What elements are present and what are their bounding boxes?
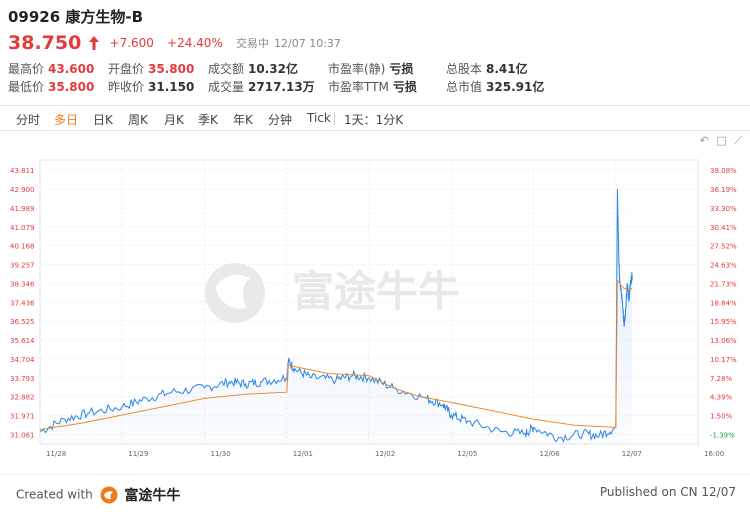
y-tick-label-left: 35.614 bbox=[10, 337, 35, 345]
tab-yearly-k[interactable]: 年K bbox=[233, 113, 253, 127]
current-price: 38.750 bbox=[8, 32, 82, 54]
y-axis-right: 39.08% 36.19% 33.30% 30.41% 27.52% 24.63% 21.7… bbox=[710, 167, 737, 439]
y-axis-left: 43.811 42.900 41.989 41.079 40.168 39.257 38.3… bbox=[10, 167, 35, 439]
footer: Created with 富途牛牛 Published on CN 12/07 bbox=[0, 474, 750, 512]
y-tick-label-right: 24.63% bbox=[710, 262, 737, 270]
y-tick-label-left: 41.079 bbox=[10, 224, 35, 232]
quote-header: 09926 康方生物-B 38.750 +7.600 +24.40% 交易中 1… bbox=[8, 6, 742, 94]
stock-name: 康方生物-B bbox=[65, 8, 144, 26]
y-tick-label-left: 31.971 bbox=[10, 413, 35, 421]
quote-datetime: 12/07 10:37 bbox=[274, 36, 341, 50]
y-tick-label-left: 42.900 bbox=[10, 186, 35, 194]
y-tick-label-left: 36.525 bbox=[10, 318, 35, 326]
stock-code: 09926 bbox=[8, 8, 61, 26]
x-tick-label: 12/02 bbox=[375, 450, 395, 458]
y-tick-label-left: 37.436 bbox=[10, 299, 35, 307]
watermark-text: 富途牛牛 bbox=[292, 267, 460, 316]
watermark: 富途牛牛 bbox=[205, 263, 460, 323]
y-tick-label-right: 36.19% bbox=[710, 186, 737, 194]
y-tick-label-left: 34.704 bbox=[10, 356, 35, 364]
y-tick-label-right: 39.08% bbox=[710, 167, 737, 175]
y-tick-label-right: 15.95% bbox=[710, 318, 737, 326]
y-tick-label-left: 31.061 bbox=[10, 431, 35, 439]
stat-low: 最低价 35.800 bbox=[8, 80, 95, 94]
y-tick-label-right: 13.06% bbox=[710, 337, 737, 345]
undo-icon[interactable]: ↶ bbox=[699, 134, 709, 147]
x-axis: 11/28 11/29 11/30 12/01 12/02 12/05 12/06 12/07… bbox=[46, 450, 724, 458]
chart-marks bbox=[39, 188, 633, 444]
line-tool-icon[interactable]: ⟋ bbox=[734, 134, 742, 147]
tab-multi-day[interactable]: 多日 bbox=[54, 113, 79, 127]
stock-title: 09926 康方生物-B bbox=[8, 6, 742, 28]
stat-prev-close: 昨收价 31.150 bbox=[108, 80, 195, 94]
interval-selector[interactable]: 1天：1分K bbox=[344, 113, 404, 127]
price-row: 38.750 +7.600 +24.40% 交易中 12/07 10:37 bbox=[8, 32, 341, 56]
price-change: +7.600 bbox=[109, 36, 154, 50]
up-arrow-icon bbox=[89, 36, 100, 50]
y-tick-label-right: 30.41% bbox=[710, 224, 737, 232]
stat-pe-static: 市盈率(静) 亏损 bbox=[328, 62, 414, 76]
tab-minute[interactable]: 分钟 bbox=[268, 113, 293, 127]
y-tick-label-right: 27.52% bbox=[710, 243, 737, 251]
average-line bbox=[39, 278, 633, 430]
stat-turnover: 成交额 10.32亿 bbox=[208, 62, 298, 76]
chart-period-tabs: 分时 多日 日K 周K 月K 季K 年K 分钟 Tick 1天：1分K bbox=[0, 105, 750, 131]
created-with: Created with 富途牛牛 bbox=[16, 485, 180, 505]
y-tick-label-right: 21.73% bbox=[710, 280, 737, 288]
x-tick-label: 11/30 bbox=[211, 450, 231, 458]
y-tick-label-left: 33.793 bbox=[10, 375, 35, 383]
y-tick-label-right: -1.39% bbox=[710, 431, 735, 439]
y-tick-label-right: 18.84% bbox=[710, 299, 737, 307]
stat-total-shares: 总股本 8.41亿 bbox=[446, 62, 528, 76]
stat-high: 最高价 43.600 bbox=[8, 62, 95, 76]
y-tick-label-right: 10.17% bbox=[710, 356, 737, 364]
stat-market-cap: 总市值 325.91亿 bbox=[446, 80, 545, 94]
chart-tools: ↶ □ ⟋ bbox=[696, 134, 742, 148]
created-with-label: Created with bbox=[16, 487, 93, 502]
tab-weekly-k[interactable]: 周K bbox=[128, 113, 148, 127]
x-tick-label: 11/28 bbox=[46, 450, 66, 458]
x-tick-label: 11/29 bbox=[128, 450, 148, 458]
tab-intraday[interactable]: 分时 bbox=[16, 113, 41, 127]
price-area bbox=[40, 189, 633, 444]
square-icon[interactable]: □ bbox=[716, 134, 727, 147]
brand-name: 富途牛牛 bbox=[124, 488, 181, 504]
x-tick-label: 12/07 bbox=[622, 450, 642, 458]
y-tick-label-left: 32.882 bbox=[10, 394, 35, 402]
x-tick-label: 12/06 bbox=[540, 450, 561, 458]
price-line bbox=[39, 188, 633, 443]
x-tick-label: 12/05 bbox=[457, 450, 477, 458]
price-change-pct: +24.40% bbox=[167, 36, 223, 50]
tab-daily-k[interactable]: 日K bbox=[93, 113, 113, 127]
x-tick-label: 12/01 bbox=[293, 450, 313, 458]
tab-divider bbox=[334, 112, 335, 125]
published-info: Published on CN 12/07 bbox=[599, 485, 736, 499]
stat-volume: 成交量 2717.13万 bbox=[208, 80, 315, 94]
y-tick-label-right: 1.50% bbox=[710, 413, 733, 421]
chart-svg: 富途牛牛 43.811 42.900 41.989 41.079 40.168 39.25… bbox=[10, 159, 737, 458]
y-tick-label-right: 4.39% bbox=[710, 394, 733, 402]
x-tick-label: 16:00 bbox=[704, 450, 724, 458]
trading-status: 交易中 bbox=[235, 37, 269, 50]
tab-tick[interactable]: Tick bbox=[307, 111, 331, 125]
tab-monthly-k[interactable]: 月K bbox=[164, 113, 184, 127]
y-tick-label-left: 43.811 bbox=[10, 167, 35, 175]
futu-logo-icon bbox=[100, 486, 118, 504]
y-tick-label-left: 38.346 bbox=[10, 280, 35, 288]
y-tick-label-right: 7.28% bbox=[710, 375, 733, 383]
y-tick-label-left: 39.257 bbox=[10, 262, 35, 270]
stat-pe-ttm: 市盈率TTM 亏损 bbox=[328, 80, 417, 94]
tab-quarterly-k[interactable]: 季K bbox=[198, 113, 218, 127]
price-chart: 富途牛牛 43.811 42.900 41.989 41.079 40.168 39.25… bbox=[0, 148, 750, 468]
y-tick-label-left: 40.168 bbox=[10, 243, 35, 251]
y-tick-label-right: 33.30% bbox=[710, 205, 737, 213]
stat-open: 开盘价 35.800 bbox=[108, 62, 195, 76]
y-tick-label-left: 41.989 bbox=[10, 205, 35, 213]
